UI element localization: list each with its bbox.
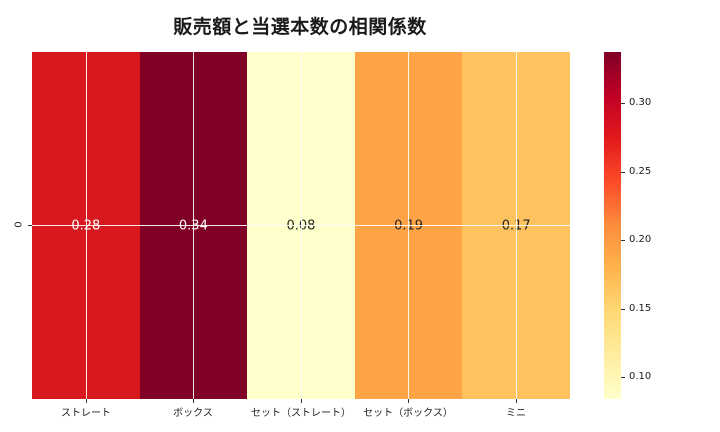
colorbar-tick [621,172,625,173]
grid-line-vertical [408,52,409,399]
grid-line-vertical [193,52,194,399]
x-tick-label: ミニ [506,408,526,419]
x-axis-tick [86,399,87,403]
colorbar-tick [621,309,625,310]
colorbar-tick [621,377,625,378]
colorbar [604,52,621,399]
grid-line-vertical [301,52,302,399]
x-tick-label: ストレート [61,408,111,419]
colorbar-tick-label: 0.25 [629,166,652,177]
x-axis-tick [408,399,409,403]
y-tick-label: 0 [13,221,25,228]
colorbar-tick [621,103,625,104]
x-axis-tick [301,399,302,403]
colorbar-tick-label: 0.20 [629,234,652,245]
colorbar-tick-label: 0.30 [629,97,652,108]
chart-title: 販売額と当選本数の相関係数 [173,16,427,38]
colorbar-tick-label: 0.10 [629,371,652,382]
x-tick-label: セット（ストレート） [251,408,351,419]
x-axis-tick [193,399,194,403]
grid-line-vertical [86,52,87,399]
x-tick-label: セット（ボックス） [363,408,453,419]
colorbar-tick [621,240,625,241]
x-tick-label: ボックス [173,408,213,419]
x-axis-tick [516,399,517,403]
y-axis-tick [28,225,32,226]
grid-line-vertical [516,52,517,399]
colorbar-tick-label: 0.15 [629,303,652,314]
